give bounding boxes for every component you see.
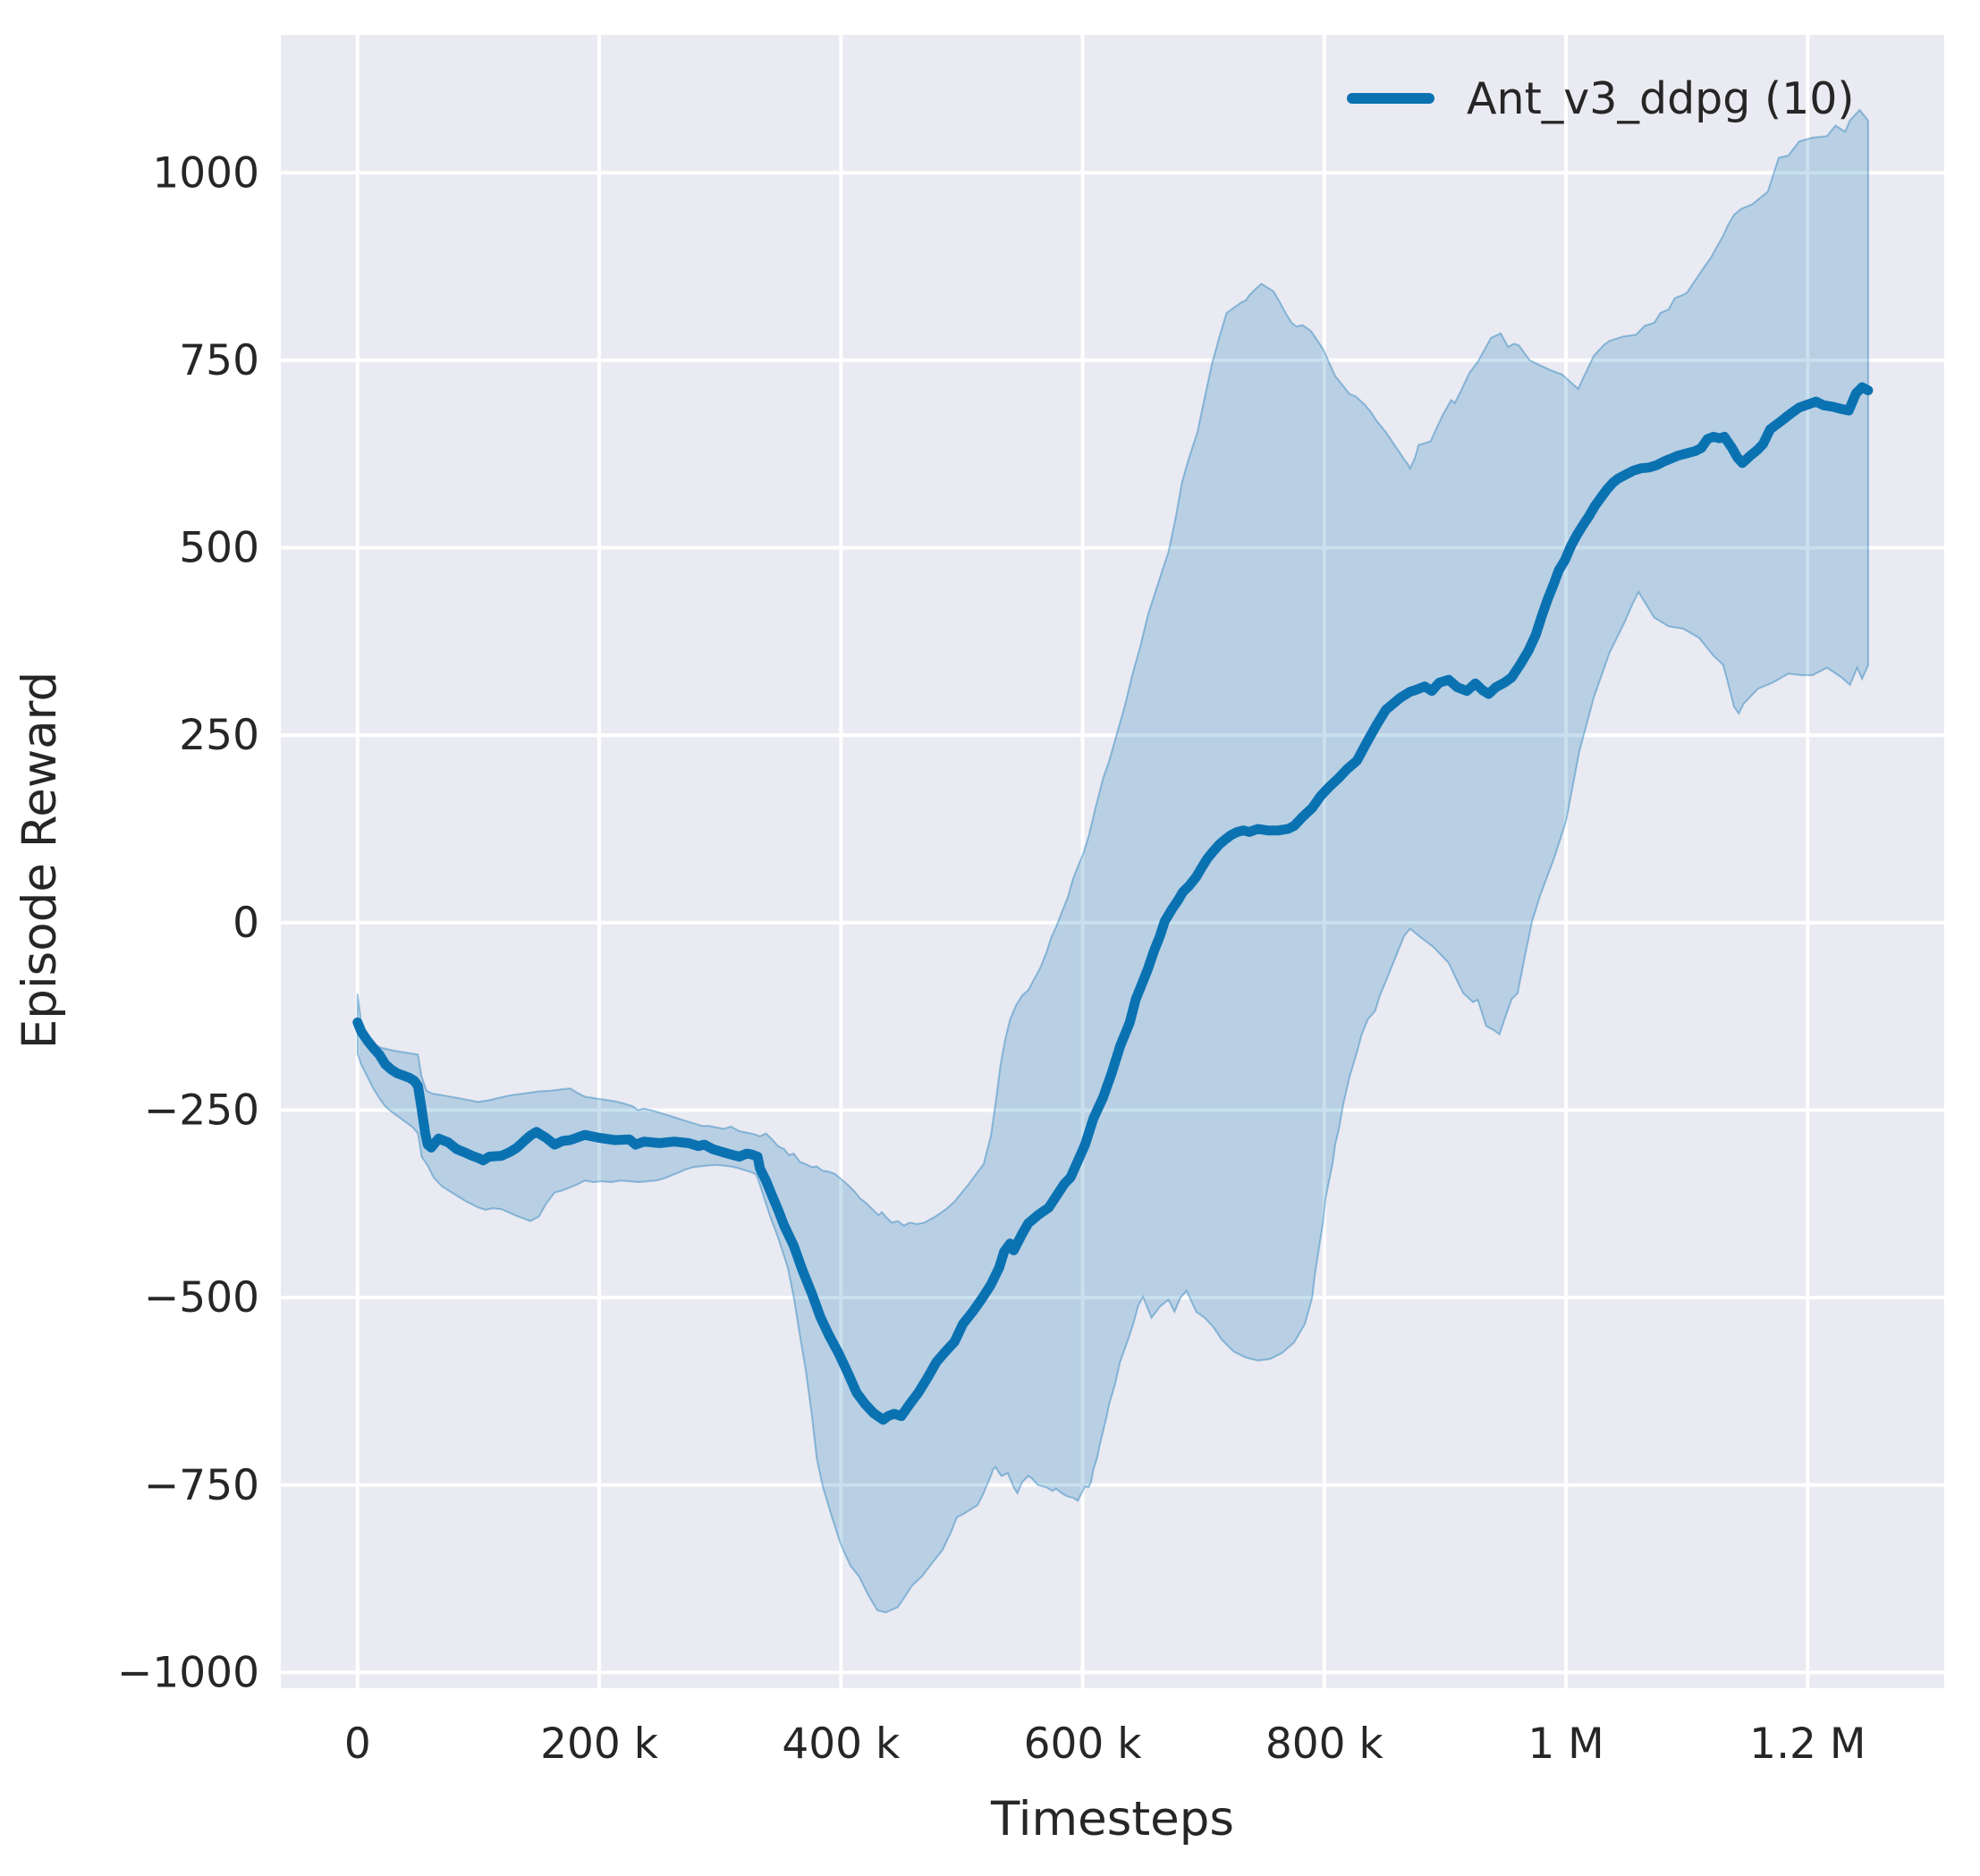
x-tick-labels: 0 200 k 400 k 600 k 800 k 1 M 1.2 M [344,1720,1866,1769]
y-tick-label: −500 [144,1273,259,1322]
y-tick-label: 500 [179,524,259,573]
y-tick-label: −1000 [117,1648,259,1697]
y-tick-label: 750 [179,336,259,385]
y-tick-label: 0 [233,899,259,948]
y-axis-label: Episode Reward [13,672,67,1049]
y-tick-label: 1000 [152,148,259,198]
mean-line [352,382,1874,1425]
x-tick-label: 0 [344,1720,371,1769]
plot-area [281,35,1944,1688]
x-tick-label: 600 k [1024,1720,1143,1769]
y-tick-label: −750 [144,1461,259,1510]
y-tick-label: −250 [144,1086,259,1135]
y-tick-labels: −1000 −750 −500 −250 0 250 500 750 1000 [117,148,259,1697]
x-tick-label: 800 k [1265,1720,1384,1769]
legend-label: Ant_v3_ddpg (10) [1467,73,1855,124]
x-axis-label: Timesteps [990,1792,1234,1846]
x-tick-label: 200 k [540,1720,659,1769]
x-tick-label: 400 k [782,1720,901,1769]
confidence-band [356,108,1869,1614]
x-tick-label: 1 M [1527,1720,1603,1769]
x-tick-label: 1.2 M [1749,1720,1866,1769]
y-tick-label: 250 [179,711,259,760]
legend: Ant_v3_ddpg (10) [1347,73,1855,124]
gridlines [281,35,1944,1688]
